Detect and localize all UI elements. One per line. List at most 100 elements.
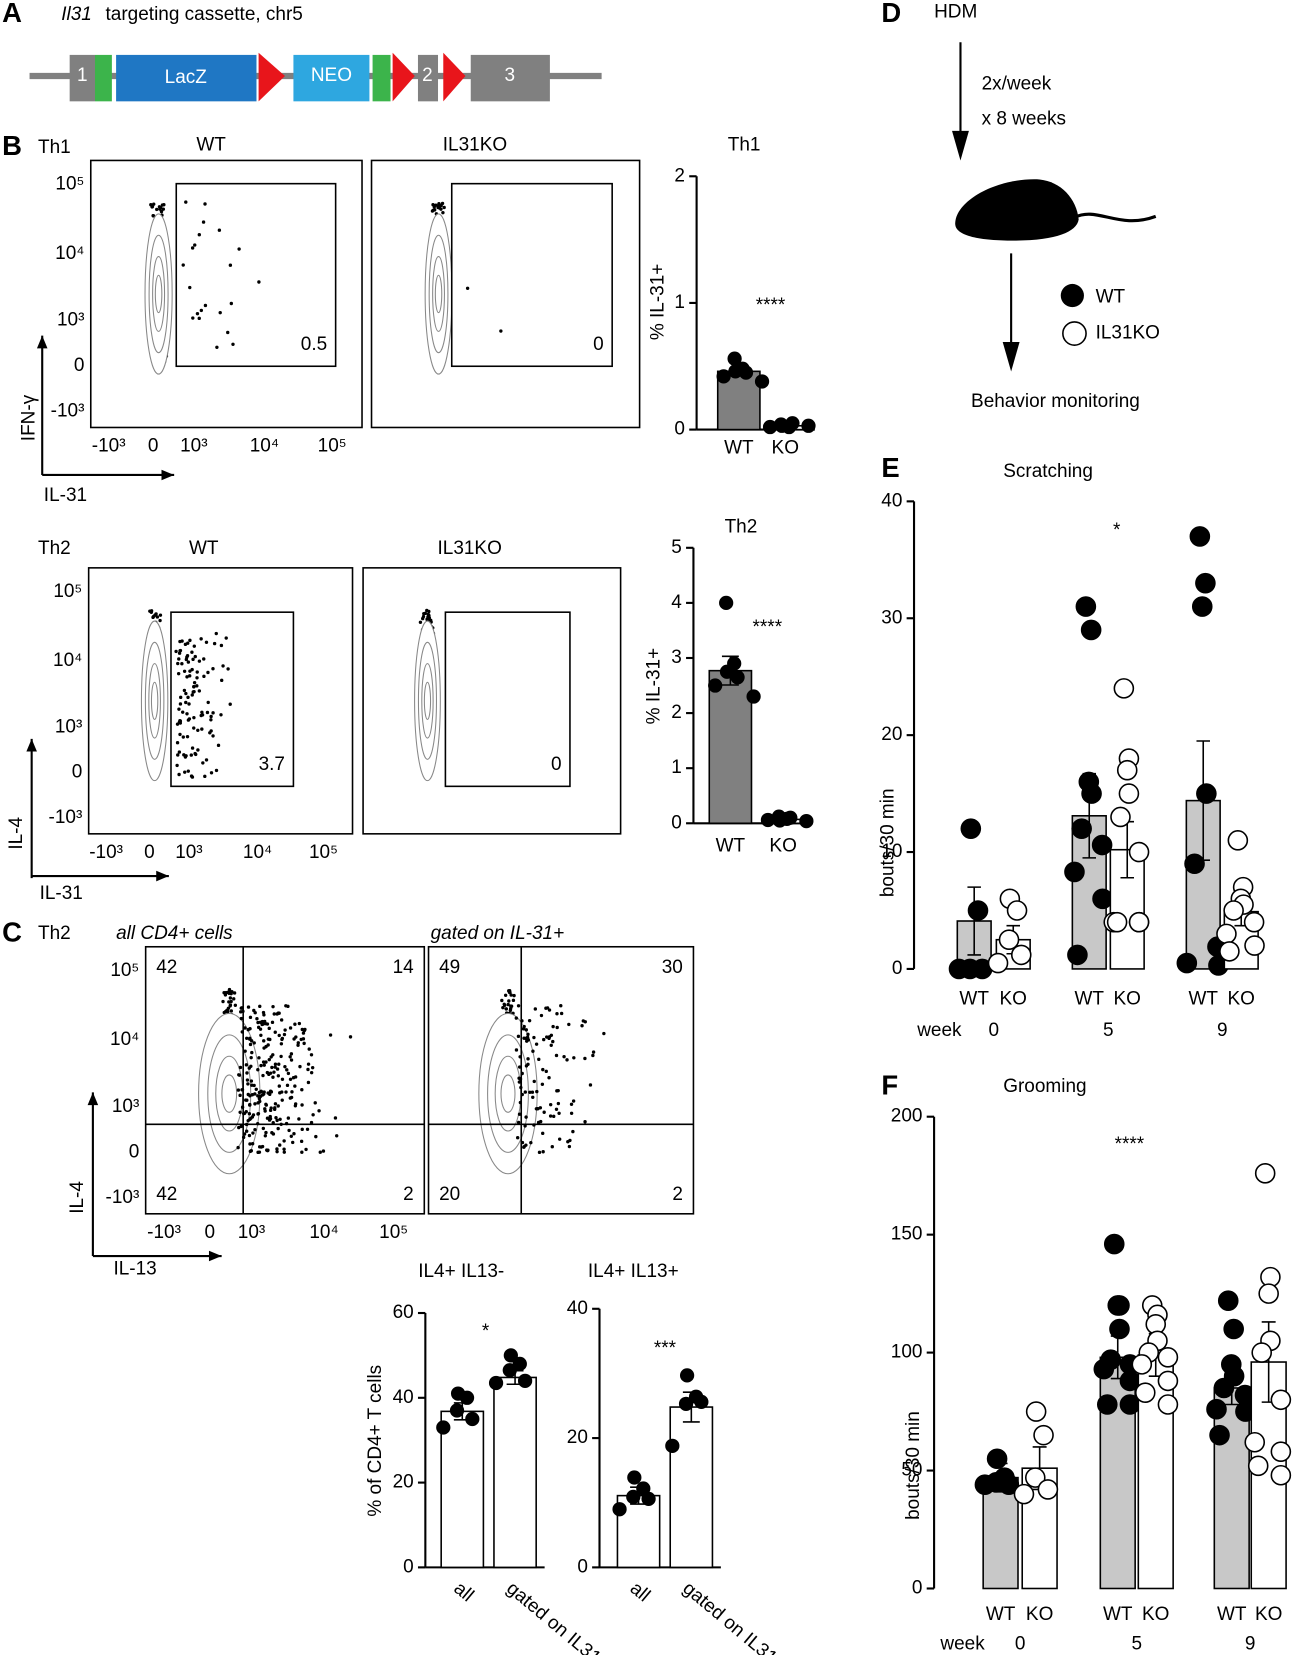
event-dot: [188, 669, 192, 673]
event-dot: [215, 345, 219, 349]
plot-frame: [362, 567, 622, 835]
x-axis-label: IL-31: [44, 485, 87, 506]
y-tick-label: 0: [577, 1556, 588, 1577]
x-tick-label: KO: [1026, 1604, 1053, 1625]
event-dot: [195, 670, 199, 674]
event-dot: [193, 243, 197, 247]
data-point: [449, 1403, 465, 1418]
event-dot: [301, 1031, 306, 1035]
data-point: [1006, 900, 1028, 921]
event-dot: [282, 1147, 286, 1151]
event-dot: [250, 1093, 255, 1097]
data-point: [1110, 806, 1131, 828]
data-point: [1013, 1483, 1035, 1505]
event-dot: [177, 657, 181, 661]
event-dot: [249, 1079, 254, 1083]
event-dot: [226, 1006, 231, 1010]
lacz: [116, 54, 257, 102]
event-dot: [516, 1034, 521, 1039]
event-dot: [310, 1065, 315, 1070]
legend-marker: [1060, 283, 1084, 308]
contour: [428, 234, 449, 354]
data-point: [1227, 830, 1249, 851]
chart-title: IL4+ IL13-: [418, 1261, 504, 1282]
arrowhead: [208, 1250, 222, 1262]
quadrant-percent: 42: [156, 1184, 177, 1205]
event-dot: [189, 774, 194, 778]
data-point: [801, 418, 816, 433]
x-tick-label: WT: [1074, 989, 1104, 1010]
data-point: [1091, 834, 1113, 856]
data-point: [1244, 935, 1265, 956]
event-dot: [261, 1073, 265, 1078]
legend-label: WT: [1096, 287, 1126, 308]
event-dot: [516, 1004, 521, 1008]
schedule-step: 2x/week: [982, 73, 1052, 94]
event-dot: [289, 1052, 294, 1056]
event-dot: [263, 1109, 267, 1113]
data-point: [1103, 1233, 1125, 1255]
event-dot: [221, 664, 225, 668]
bar: [493, 1376, 537, 1569]
event-dot: [297, 1021, 302, 1026]
event-dot: [290, 1090, 294, 1094]
data-point: [1024, 1467, 1046, 1488]
x-tick-label: -10³: [147, 1222, 181, 1243]
data-point: [986, 1448, 1008, 1470]
event-dot: [275, 1147, 279, 1151]
event-dot: [261, 1060, 266, 1064]
event-dot: [436, 205, 440, 210]
event-dot: [246, 1082, 250, 1086]
event-dot: [264, 1130, 268, 1135]
event-dot: [245, 1098, 249, 1102]
contour: [417, 641, 438, 760]
event-dot: [550, 1145, 554, 1149]
event-dot: [265, 1070, 270, 1075]
gate-percent: 0: [593, 334, 604, 355]
event-dot: [524, 1028, 528, 1032]
y-tick-label: 0: [892, 958, 903, 979]
event-dot: [282, 1139, 286, 1143]
event-dot: [155, 615, 160, 619]
data-point: [785, 416, 800, 431]
y-tick-label: 0: [74, 355, 85, 376]
event-dot: [264, 1102, 268, 1107]
event-dot: [206, 670, 210, 675]
x-tick-label: 10⁵: [379, 1222, 408, 1243]
x-tick-label: 0: [148, 435, 159, 456]
event-dot: [248, 1102, 252, 1107]
event-dot: [233, 1003, 238, 1007]
plot-frame: [89, 159, 363, 429]
event-dot: [302, 1041, 306, 1046]
event-dot: [311, 1113, 315, 1117]
event-dot: [273, 1062, 278, 1066]
event-dot: [279, 1054, 283, 1059]
event-dot: [227, 987, 232, 992]
event-dot: [314, 1134, 318, 1139]
x-tick-label: KO: [1000, 989, 1027, 1010]
event-dot: [267, 1026, 271, 1031]
event-dot: [265, 1148, 270, 1153]
event-dot: [262, 1046, 266, 1050]
event-dot: [524, 1115, 528, 1119]
event-dot: [256, 1101, 260, 1105]
event-dot: [158, 618, 162, 623]
x-tick-label: gated on IL31+: [502, 1578, 613, 1655]
event-dot: [204, 640, 209, 644]
y-axis-label: IL-4: [67, 1181, 88, 1214]
event-dot: [276, 1104, 280, 1108]
contour: [500, 1074, 516, 1113]
data-point: [1157, 1370, 1179, 1392]
data-point: [708, 678, 723, 693]
event-dot: [277, 1062, 281, 1066]
event-dot: [219, 643, 224, 648]
plot-frame: [427, 945, 695, 1215]
event-dot: [583, 1120, 587, 1124]
event-dot: [209, 771, 214, 775]
event-dot: [300, 1150, 304, 1154]
event-dot: [522, 1145, 526, 1149]
event-dot: [261, 1126, 266, 1131]
event-dot: [250, 1083, 254, 1087]
event-dot: [278, 1143, 282, 1147]
y-tick-label: 10⁴: [53, 650, 82, 671]
